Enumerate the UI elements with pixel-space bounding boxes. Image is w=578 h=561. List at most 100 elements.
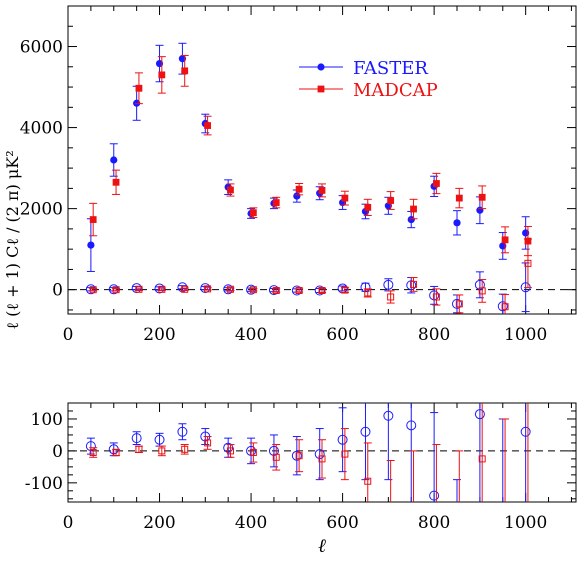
data-point-faster [291,285,302,296]
data-point-madcap [433,180,440,187]
data-point-faster [246,284,257,295]
data-point-madcap [89,286,97,294]
data-point-madcap [455,194,463,202]
data-point-faster [474,409,485,420]
top-panel: 0 200 400 600 800 1000 0 2000 4000 6000 FASTER MA… [3,5,577,345]
data-point-madcap [226,447,234,455]
top-x-tick-label: 200 [143,325,175,345]
data-point-madcap [135,445,143,453]
data-point-madcap [501,303,509,311]
data-point-madcap [158,447,166,455]
data-point-madcap [387,197,395,204]
top-y-tick-label: 0 [52,281,63,301]
data-point-madcap [341,194,349,202]
bottom-x-tick-label: 0 [63,513,74,533]
data-point-madcap [249,449,257,456]
bottom-y-tick-label: 0 [52,442,63,462]
data-point-madcap [249,286,257,294]
data-point-faster [108,284,119,295]
top-x-tick-label: 400 [235,325,267,345]
data-point-madcap [181,445,189,453]
top-data-marks [85,42,532,314]
data-point-madcap [89,449,97,456]
data-point-faster [291,450,302,461]
data-point-faster [85,284,96,295]
data-point-madcap [135,84,143,92]
top-x-tick-label: 1000 [504,325,547,345]
data-point-madcap [478,193,486,201]
legend-faster-marker [317,63,325,71]
top-x-tick-label: 800 [418,325,450,345]
legend: FASTER MADCAP [299,58,438,101]
legend-madcap-label: MADCAP [353,80,438,101]
data-point-faster [474,279,485,290]
data-point-faster [268,445,279,456]
data-point-faster [497,301,508,312]
data-point-faster [337,434,348,445]
data-point-madcap [272,453,280,461]
data-point-faster [131,433,142,444]
data-point-faster [520,426,531,437]
data-point-madcap [364,204,372,211]
data-point-faster [177,426,188,437]
data-point-madcap [341,286,349,294]
data-point-madcap [204,439,212,447]
data-point-madcap [318,186,326,194]
data-point-madcap [158,285,166,293]
data-point-faster [268,285,279,296]
data-point-madcap [227,186,234,194]
data-point-madcap [204,122,211,129]
bottom-data-marks [85,403,531,502]
data-point-faster [154,434,165,445]
data-point-madcap [181,285,189,293]
data-point-madcap [455,300,463,308]
y-axis-label: ℓ (ℓ + 1) Cℓ / (2 π) μK² [3,150,22,329]
data-point-madcap [501,236,509,244]
data-point-madcap [112,178,120,186]
data-point-madcap [341,450,349,458]
bottom-x-tick-label: 200 [143,513,175,533]
x-axis-label: ℓ [318,535,326,557]
data-point-faster [223,284,234,295]
data-point-madcap [112,286,120,294]
data-point-madcap [478,287,486,295]
data-point-madcap [478,455,486,463]
top-x-tick-label: 600 [326,325,358,345]
bottom-x-tick-label: 400 [235,513,267,533]
data-point-faster [110,156,118,164]
bottom-x-tick-label: 1000 [504,513,547,533]
data-point-madcap [295,452,303,460]
data-point-faster [314,449,325,460]
data-point-madcap [204,285,212,293]
data-point-madcap [410,280,418,288]
top-x-tick-label: 0 [63,325,74,345]
data-point-madcap [226,285,234,293]
data-point-madcap [295,185,303,193]
legend-faster-label: FASTER [353,58,428,79]
data-point-madcap [89,216,97,223]
data-point-faster [360,282,371,293]
data-point-faster [406,280,417,291]
bottom-y-tick-label: 100 [31,410,63,430]
bottom-x-tick-label: 800 [418,513,450,533]
data-point-faster [429,490,440,501]
data-point-faster [87,241,95,249]
data-point-madcap [181,67,189,75]
data-point-faster [360,426,371,437]
data-point-madcap [272,286,280,294]
top-plot-frame [67,5,577,315]
bottom-plot-frame [67,402,577,503]
top-y-tick-label: 4000 [20,119,63,139]
data-point-madcap [364,289,372,297]
top-y-tick-label: 6000 [20,38,63,58]
data-point-faster [453,219,461,227]
data-point-madcap [295,286,303,294]
data-point-madcap [272,199,280,206]
data-point-madcap [524,259,532,267]
data-point-faster [406,420,417,431]
top-axis-ticks [67,5,576,314]
data-point-madcap [318,286,326,294]
